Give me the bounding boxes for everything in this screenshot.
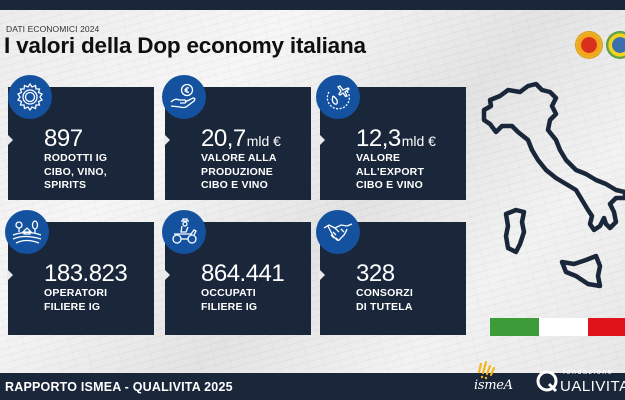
stat-value: 864.441 xyxy=(201,260,285,287)
kicker-label: DATI ECONOMICI 2024 xyxy=(6,24,100,34)
footer-title: RAPPORTO ISMEA - QUALIVITA 2025 xyxy=(5,380,233,394)
stat-value: 20,7mld € xyxy=(201,125,281,152)
top-bar xyxy=(0,0,625,10)
flag-red-stripe xyxy=(588,318,625,336)
handshake-icon xyxy=(316,210,360,254)
stat-description: CONSORZI DI TUTELA xyxy=(356,287,414,313)
flag-white-stripe xyxy=(539,318,588,336)
stat-card-occupati: 864.441 OCCUPATI FILIERE IG xyxy=(164,222,311,335)
farm-landscape-icon xyxy=(5,210,49,254)
italy-map-outline xyxy=(481,81,625,289)
hand-euro-icon xyxy=(162,75,206,119)
stat-description: OCCUPATI FILIERE IG xyxy=(201,287,258,313)
globe-plane-icon xyxy=(316,75,360,119)
flag-green-stripe xyxy=(490,318,539,336)
sun-seal-icon xyxy=(8,75,52,119)
dop-seal-icon xyxy=(575,31,603,59)
footer-bar: RAPPORTO ISMEA - QUALIVITA 2025 xyxy=(0,373,625,400)
tractor-farmer-icon xyxy=(162,210,206,254)
stat-value: 897 xyxy=(44,125,83,152)
page-title: I valori della Dop economy italiana xyxy=(4,33,366,58)
stat-value: 12,3mld € xyxy=(356,125,436,152)
qualivita-fondazione-text: fondazione xyxy=(563,369,614,376)
ismea-logo-icon xyxy=(477,360,496,380)
stat-description: VALORE ALL'EXPORT CIBO E VINO xyxy=(356,152,425,191)
stat-description: RODOTTI IG CIBO, VINO, SPIRITS xyxy=(44,152,108,191)
ismea-logo-text: ismeA xyxy=(474,378,513,393)
qualivita-logo-text: UALIVITA xyxy=(560,378,625,395)
igp-seal-icon xyxy=(606,31,625,59)
stat-description: VALORE ALLA PRODUZIONE CIBO E VINO xyxy=(201,152,277,191)
stat-description: OPERATORI FILIERE IG xyxy=(44,287,108,313)
qualivita-q-icon xyxy=(536,370,558,393)
stat-value: 328 xyxy=(356,260,395,287)
stat-value: 183.823 xyxy=(44,260,128,287)
